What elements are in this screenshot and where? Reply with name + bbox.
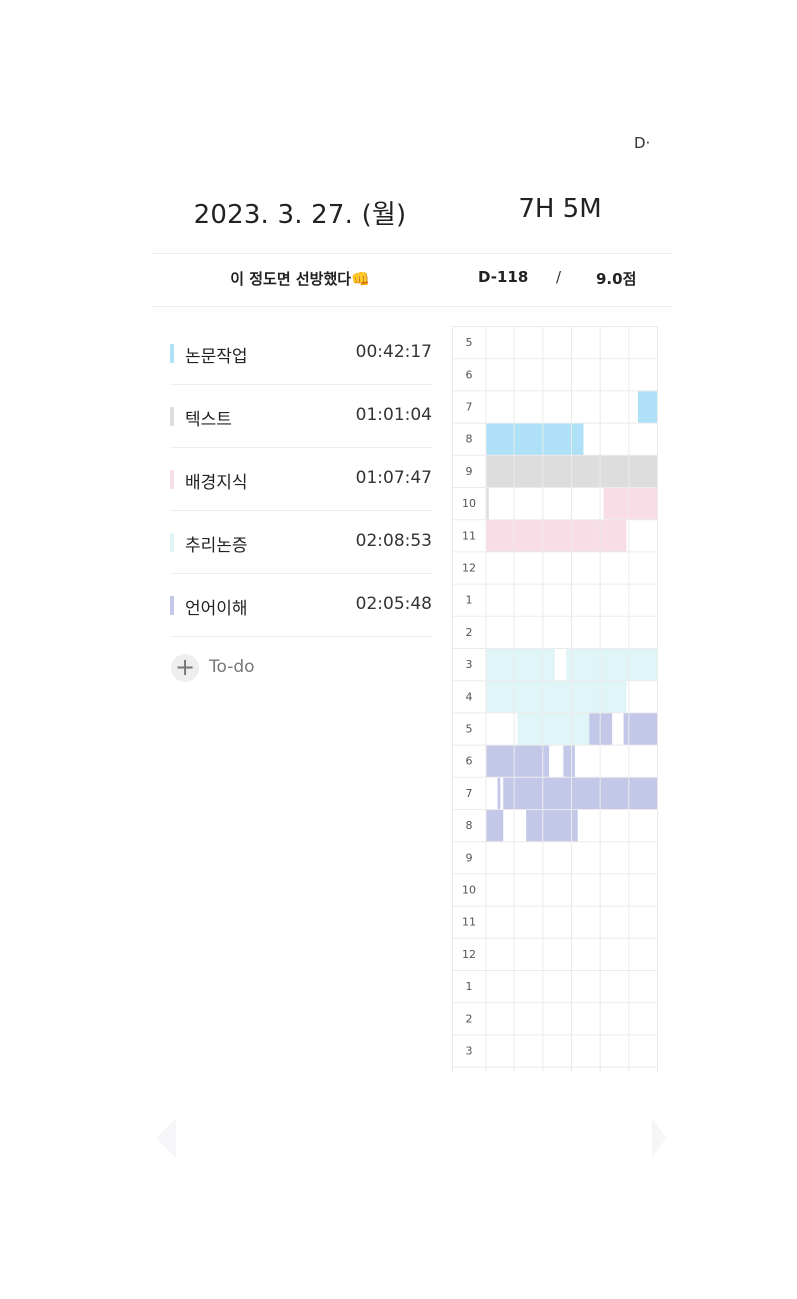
- motto-text: 이 정도면 선방했다👊: [230, 270, 370, 288]
- hour-label: 10: [462, 884, 476, 897]
- study-block: [637, 390, 658, 424]
- hour-label: 2: [466, 1012, 473, 1025]
- subject-time: 01:01:04: [355, 405, 432, 425]
- hour-label: 8: [466, 433, 473, 446]
- study-block: [603, 487, 658, 520]
- corner-glyph: D·: [634, 134, 651, 152]
- timetable: 5 6 7 8 9 10 11 12 1 2 3 4 5 6 7 8 9 10 11 12 1 2 3: [452, 326, 658, 1073]
- hour-label: 2: [466, 626, 473, 639]
- hour-label: 5: [466, 723, 473, 736]
- hour-label: 10: [462, 497, 476, 510]
- hour-label: 3: [466, 1045, 473, 1058]
- subject-time: 01:07:47: [355, 468, 432, 488]
- hour-label: 9: [466, 465, 473, 478]
- hour-label: 7: [466, 401, 473, 414]
- subject-name: 추리논증: [185, 536, 248, 556]
- hour-label: 12: [462, 562, 476, 575]
- hour-label: 1: [466, 594, 473, 607]
- hour-label: 11: [462, 916, 476, 929]
- subject-item[interactable]: 추리논증 02:08:53: [170, 511, 432, 574]
- subject-time: 00:42:17: [355, 342, 432, 362]
- study-block: [526, 809, 578, 842]
- subject-color-bar: [170, 344, 174, 363]
- hour-label: 12: [462, 948, 476, 961]
- total-study-time: 7H 5M: [518, 194, 602, 224]
- subject-name: 언어이해: [185, 599, 248, 619]
- hour-label: 3: [466, 658, 473, 671]
- hour-label: 4: [466, 690, 473, 703]
- subject-color-bar: [170, 407, 174, 426]
- dday-counter: D-118: [478, 268, 529, 286]
- study-block: [486, 519, 627, 552]
- subject-name: 텍스트: [185, 410, 232, 430]
- score: 9.0점: [596, 270, 637, 288]
- study-block: [503, 777, 658, 810]
- study-block: [486, 809, 504, 842]
- subject-color-bar: [170, 533, 174, 552]
- study-block: [517, 712, 590, 746]
- hour-label: 6: [466, 368, 473, 381]
- plus-icon: +: [171, 654, 199, 682]
- subject-item[interactable]: 배경지식 01:07:47: [170, 448, 432, 511]
- study-block: [486, 487, 489, 520]
- study-block: [566, 648, 658, 681]
- study-block: [486, 680, 627, 713]
- subject-list: 논문작업 00:42:17 텍스트 01:01:04 배경지식 01:07:47…: [170, 322, 432, 637]
- hour-label: 5: [466, 336, 473, 349]
- hour-label: 8: [466, 819, 473, 832]
- subject-color-bar: [170, 596, 174, 615]
- subject-name: 배경지식: [185, 473, 248, 493]
- study-block: [563, 745, 575, 778]
- hour-label: 6: [466, 755, 473, 768]
- subject-time: 02:08:53: [355, 531, 432, 551]
- prev-day-arrow-icon[interactable]: [156, 1118, 176, 1158]
- subject-color-bar: [170, 470, 174, 489]
- hour-label: 7: [466, 787, 473, 800]
- divider: [152, 306, 672, 307]
- hour-label: 11: [462, 529, 476, 542]
- study-block: [486, 423, 584, 456]
- divider: [152, 253, 672, 254]
- hour-label: 1: [466, 980, 473, 993]
- date-title: 2023. 3. 27. (월): [193, 200, 407, 230]
- subject-item[interactable]: 텍스트 01:01:04: [170, 385, 432, 448]
- study-block: [486, 745, 550, 778]
- subject-name: 논문작업: [185, 347, 248, 367]
- subject-time: 02:05:48: [355, 594, 432, 614]
- hour-label: 9: [466, 851, 473, 864]
- separator: /: [556, 268, 562, 286]
- todo-label: To-do: [209, 657, 255, 677]
- study-block: [497, 777, 501, 810]
- subject-item[interactable]: 언어이해 02:05:48: [170, 574, 432, 637]
- subject-item[interactable]: 논문작업 00:42:17: [170, 322, 432, 385]
- next-day-arrow-icon[interactable]: [652, 1118, 666, 1158]
- study-block: [486, 648, 555, 681]
